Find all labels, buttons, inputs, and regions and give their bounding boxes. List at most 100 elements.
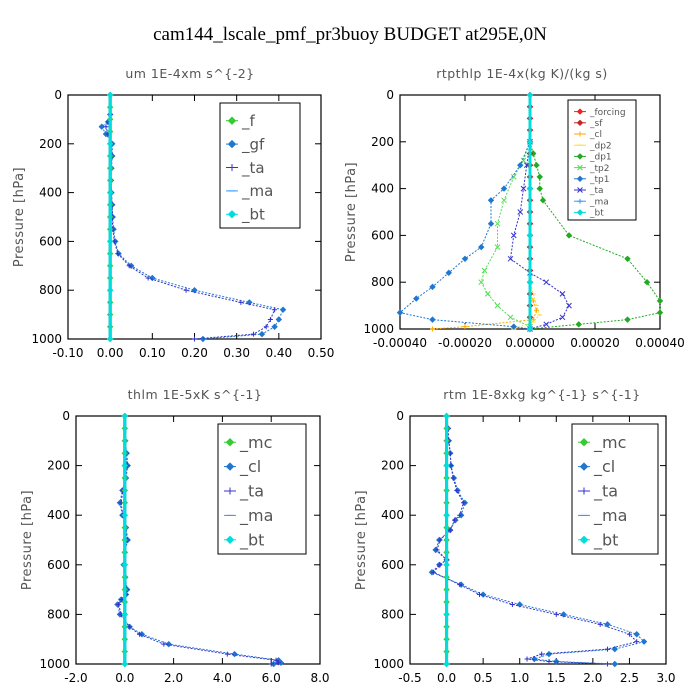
data-point — [536, 185, 543, 192]
data-point — [116, 601, 122, 607]
y-tick-label: 600 — [381, 558, 404, 572]
series_bt — [526, 91, 534, 333]
data-point — [509, 601, 515, 607]
data-point — [479, 591, 487, 598]
series-line — [513, 95, 541, 330]
y-tick-label: 0 — [62, 409, 70, 423]
data-point — [553, 658, 560, 665]
legend-box — [217, 423, 307, 555]
data-point — [462, 324, 468, 330]
legend-label: _bt — [589, 209, 604, 219]
data-point — [268, 661, 274, 667]
data-point — [510, 232, 517, 239]
legend-label: _ta — [239, 482, 264, 502]
data-point — [507, 255, 514, 262]
data-point — [443, 660, 450, 668]
data-point — [656, 309, 664, 316]
x-tick-label: -0.10 — [52, 346, 83, 360]
panel-title: um 1E-4xm s^{-2} — [125, 66, 254, 81]
data-point — [103, 124, 109, 130]
y-axis-label: Pressure [hPa] — [12, 167, 27, 267]
x-tick-label: -2.0 — [64, 671, 87, 685]
y-tick-label: 1000 — [31, 332, 62, 346]
panel-title: rtm 1E-8xkg kg^{-1} s^{-1} — [443, 387, 640, 402]
legend-label: _bt — [241, 206, 265, 225]
data-point — [526, 185, 534, 192]
data-point — [115, 251, 121, 257]
data-point — [430, 569, 436, 575]
data-point — [275, 316, 283, 323]
legend-marker — [227, 139, 237, 149]
legend-label: _dp2 — [589, 141, 612, 151]
legend-marker — [228, 164, 236, 171]
series_dp2 — [511, 94, 543, 330]
legend-label: _ta — [593, 482, 618, 502]
legend-label: _cl — [593, 457, 615, 477]
data-point — [624, 316, 631, 323]
x-tick-label: -0.5 — [398, 671, 421, 685]
data-point — [106, 238, 114, 245]
series-line — [432, 415, 638, 665]
data-point — [106, 286, 114, 294]
data-point — [457, 582, 463, 588]
x-tick-label: 8.0 — [310, 671, 329, 685]
data-point — [460, 500, 466, 506]
legend-marker — [576, 108, 584, 115]
data-point — [643, 278, 651, 286]
legend-label: _mc — [239, 433, 272, 453]
data-point — [656, 297, 664, 305]
legend-marker — [227, 116, 237, 125]
data-point — [560, 611, 567, 618]
data-point — [524, 656, 530, 662]
legend-box — [219, 102, 301, 229]
y-tick-label: 400 — [39, 186, 62, 200]
legend-label: _f — [241, 112, 256, 131]
data-point — [517, 209, 524, 215]
legend-label: _ma — [239, 506, 273, 526]
data-point — [494, 302, 501, 309]
series_tp1 — [396, 138, 534, 333]
data-point — [258, 330, 266, 338]
x-tick-label: 6.0 — [262, 671, 281, 685]
legend-box — [567, 99, 637, 221]
legend-label: _forcing — [589, 108, 626, 118]
x-tick-label: 1.0 — [510, 671, 529, 685]
data-point — [624, 255, 631, 263]
data-point — [526, 91, 534, 99]
legend-label: _sf — [589, 119, 603, 129]
y-axis-label: Pressure [hPa] — [344, 162, 359, 262]
x-tick-label: 0.00 — [97, 346, 124, 360]
data-point — [478, 243, 485, 251]
data-point — [429, 316, 436, 323]
legend-marker — [577, 198, 583, 204]
legend-box — [571, 423, 659, 555]
series_bt — [106, 91, 114, 343]
data-point — [611, 660, 619, 668]
legend-label: _cl — [589, 130, 602, 140]
data-point — [271, 323, 278, 331]
data-point — [604, 661, 610, 667]
legend-label: _ma — [589, 197, 609, 207]
data-point — [183, 287, 189, 293]
data-point — [273, 657, 279, 663]
legend-marker — [225, 535, 235, 545]
y-tick-label: 600 — [371, 228, 394, 242]
data-point — [516, 601, 523, 608]
data-point — [272, 307, 278, 313]
data-point — [437, 562, 443, 568]
x-tick-label: 0.10 — [139, 346, 166, 360]
y-axis-label: Pressure [hPa] — [20, 490, 35, 590]
series_ta — [507, 138, 572, 332]
panel-3: thlm 1E-5xK s^{-1} Pressure [hPa] -2.0 0.0 2… — [20, 387, 330, 685]
legend-label: _tp1 — [589, 175, 609, 185]
data-point — [450, 475, 456, 481]
x-tick-label: 0.00000 — [505, 336, 555, 350]
data-point — [487, 197, 495, 204]
legend-marker — [576, 153, 584, 160]
data-point — [106, 140, 114, 148]
x-tick-label: 0.00020 — [570, 336, 620, 350]
y-tick-label: 400 — [47, 508, 70, 522]
series_bt — [443, 412, 450, 668]
data-point — [640, 638, 648, 645]
data-point — [443, 462, 450, 469]
